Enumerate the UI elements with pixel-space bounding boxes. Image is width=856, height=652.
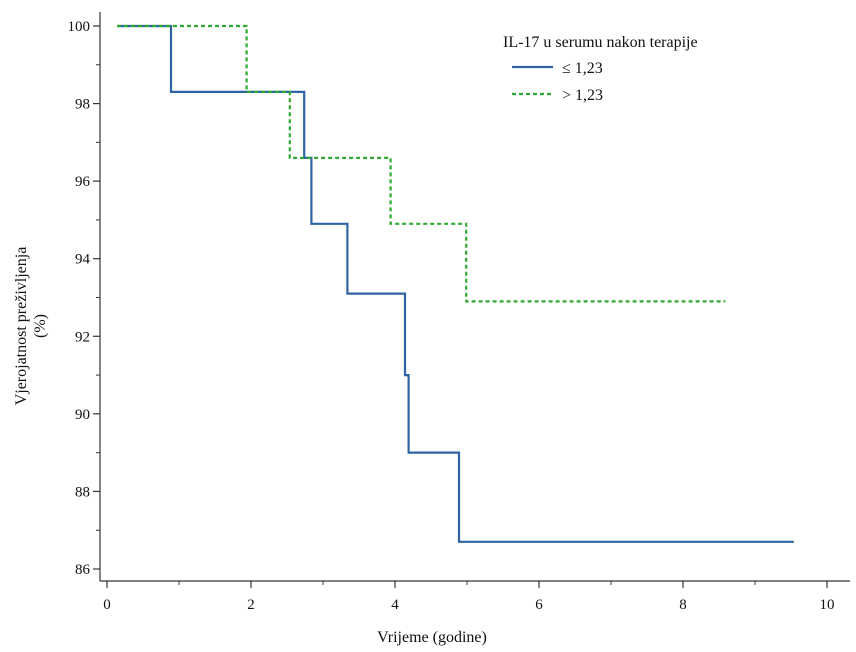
y-tick-label: 90 bbox=[75, 407, 90, 423]
y-tick-label: 94 bbox=[75, 252, 91, 268]
x-tick-label: 4 bbox=[391, 597, 399, 613]
legend-label-series-1: ≤ 1,23 bbox=[562, 60, 603, 77]
series-layer bbox=[117, 24, 794, 543]
y-tick-label: 92 bbox=[75, 329, 90, 345]
legend-label-series-2: > 1,23 bbox=[562, 87, 603, 104]
series-line-1 bbox=[117, 24, 794, 543]
legend-item-series-1: ≤ 1,23 bbox=[512, 60, 603, 77]
y-tick-label: 96 bbox=[75, 174, 91, 190]
y-axis-title-line1: Vjerojatnost preživljenja bbox=[13, 247, 30, 406]
y-tick-label: 88 bbox=[75, 484, 90, 500]
legend-title: IL-17 u serumu nakon terapije bbox=[503, 34, 698, 51]
x-tick-label: 8 bbox=[679, 597, 687, 613]
x-ticks: 0 2 4 6 8 10 bbox=[103, 581, 835, 613]
legend-item-series-2: > 1,23 bbox=[512, 87, 603, 104]
x-axis-title: Vrijeme (godine) bbox=[377, 629, 487, 646]
x-tick-label: 0 bbox=[103, 597, 111, 613]
y-tick-label: 86 bbox=[75, 562, 91, 578]
y-tick-label: 98 bbox=[75, 97, 90, 113]
axes bbox=[99, 12, 850, 582]
x-tick-label: 2 bbox=[247, 597, 255, 613]
series-line-2 bbox=[117, 24, 726, 303]
y-ticks: 86 88 90 92 94 96 98 100 bbox=[68, 19, 100, 578]
x-tick-label: 10 bbox=[820, 597, 835, 613]
x-tick-label: 6 bbox=[535, 597, 543, 613]
legend: IL-17 u serumu nakon terapije ≤ 1,23 > 1… bbox=[503, 34, 698, 104]
y-axis-title-line2: (%) bbox=[32, 314, 49, 338]
y-tick-label: 100 bbox=[68, 19, 91, 35]
